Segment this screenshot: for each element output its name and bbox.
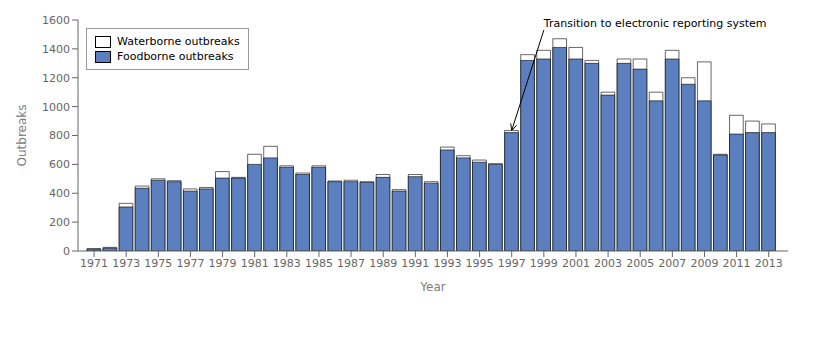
svg-text:1981: 1981: [241, 257, 269, 270]
svg-text:1991: 1991: [401, 257, 429, 270]
svg-text:1985: 1985: [305, 257, 333, 270]
html-text:Waterborne outbreaks: Waterborne outbreaks: [117, 35, 240, 48]
svg-text:2009: 2009: [690, 257, 718, 270]
svg-text:1979: 1979: [209, 257, 237, 270]
svg-text:Year: Year: [419, 280, 445, 294]
svg-text:400: 400: [49, 187, 70, 200]
svg-text:1971: 1971: [80, 257, 108, 270]
svg-text:1995: 1995: [466, 257, 494, 270]
html-text:Foodborne outbreaks: Foodborne outbreaks: [117, 50, 234, 63]
svg-text:1993: 1993: [433, 257, 461, 270]
svg-text:2007: 2007: [658, 257, 686, 270]
svg-text:1600: 1600: [42, 14, 70, 27]
svg-text:2003: 2003: [594, 257, 622, 270]
svg-text:200: 200: [49, 216, 70, 229]
svg-text:2001: 2001: [562, 257, 590, 270]
svg-text:Transition to electronic repor: Transition to electronic reporting syste…: [543, 17, 767, 30]
svg-text:1000: 1000: [42, 101, 70, 114]
svg-text:2013: 2013: [755, 257, 783, 270]
svg-text:2005: 2005: [626, 257, 654, 270]
svg-text:1999: 1999: [530, 257, 558, 270]
svg-text:1987: 1987: [337, 257, 365, 270]
svg-text:1989: 1989: [369, 257, 397, 270]
svg-text:1975: 1975: [144, 257, 172, 270]
svg-text:600: 600: [49, 158, 70, 171]
svg-text:800: 800: [49, 129, 70, 142]
svg-text:1977: 1977: [176, 257, 204, 270]
svg-text:1983: 1983: [273, 257, 301, 270]
svg-text:1200: 1200: [42, 72, 70, 85]
svg-text:2011: 2011: [723, 257, 751, 270]
svg-text:1997: 1997: [498, 257, 526, 270]
svg-text:1400: 1400: [42, 43, 70, 56]
svg-text:Outbreaks: Outbreaks: [15, 105, 29, 167]
svg-text:1973: 1973: [112, 257, 140, 270]
svg-text:0: 0: [63, 245, 70, 258]
